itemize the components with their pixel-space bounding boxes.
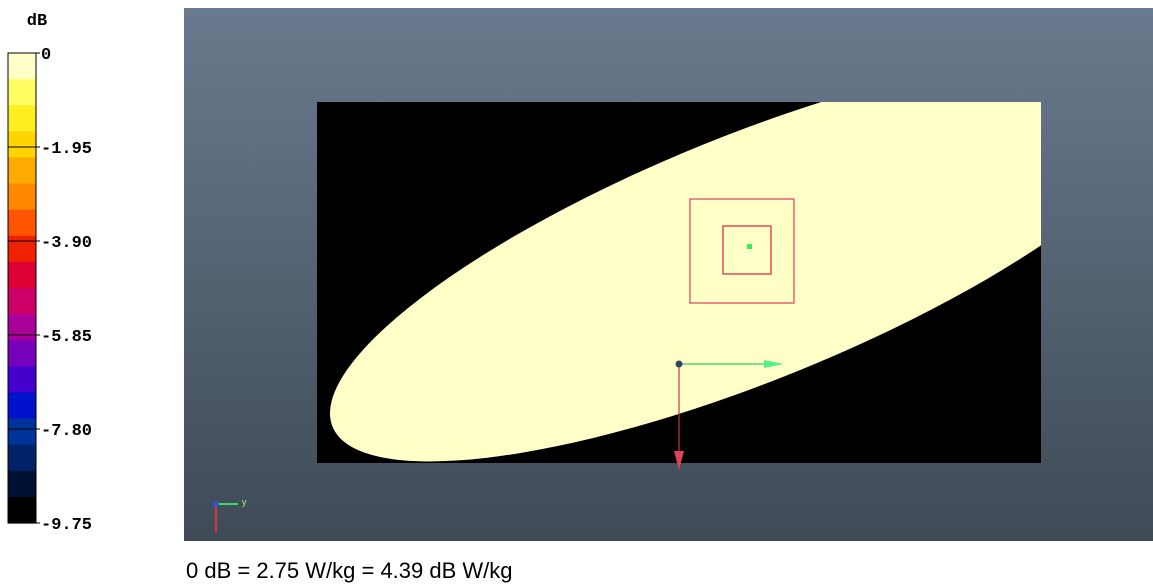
- colorbar-swatch: [8, 79, 36, 106]
- sar-contour-map: [330, 102, 1041, 462]
- contour-band: [690, 223, 817, 286]
- axis-origin: [675, 360, 683, 368]
- colorbar-unit-label: dB: [27, 12, 47, 31]
- colorbar-swatch: [8, 53, 36, 80]
- zoom-scan-inner-box: [722, 225, 772, 275]
- colorbar-swatch: [8, 183, 36, 211]
- colorbar-swatch: [8, 131, 36, 159]
- colorbar-tick-label: -1.95: [41, 140, 92, 159]
- gizmo-y-label: y: [242, 497, 247, 507]
- colorbar-swatch: [8, 392, 36, 420]
- colorbar-swatch: [8, 366, 36, 394]
- colorbar-ticks: 0 -1.95 -3.90 -5.85 -7.80 -9.75: [8, 46, 92, 535]
- colorbar-tick-label: -3.90: [41, 234, 92, 253]
- colorbar-tick-label: -7.80: [41, 422, 92, 441]
- reference-caption: 0 dB = 2.75 W/kg = 4.39 dB W/kg: [186, 558, 513, 583]
- orientation-gizmo: y: [213, 497, 247, 533]
- colorbar-swatch: [8, 418, 36, 446]
- colorbar-swatch: [8, 157, 36, 185]
- colorbar-swatch: [8, 470, 36, 498]
- colorbar-swatch: [8, 496, 36, 524]
- colorbar-swatch: [8, 288, 36, 315]
- colorbar-swatches: [7, 52, 37, 524]
- zoom-scan-outer-box: [689, 198, 795, 304]
- colorbar-swatch: [8, 444, 36, 472]
- z-axis-arrowhead: [674, 451, 684, 470]
- colorbar-legend: dB 0 -1.95 -3.90 -5.85 -7.80 -9.75: [7, 12, 92, 535]
- colorbar-swatch: [8, 340, 36, 367]
- 3d-viewport[interactable]: y: [184, 8, 1153, 541]
- colorbar-swatch: [8, 209, 36, 237]
- colorbar-swatch: [8, 105, 36, 132]
- colorbar-swatch: [8, 261, 36, 289]
- colorbar-tick-label: 0: [41, 46, 51, 65]
- y-axis-arrowhead: [764, 360, 784, 368]
- colorbar-tick-label: -5.85: [41, 328, 92, 347]
- gizmo-origin: [213, 501, 219, 507]
- colorbar-tick-label: -9.75: [41, 516, 92, 535]
- colorbar-swatch: [8, 235, 36, 263]
- peak-marker: [747, 244, 752, 249]
- colorbar-swatch: [8, 314, 36, 341]
